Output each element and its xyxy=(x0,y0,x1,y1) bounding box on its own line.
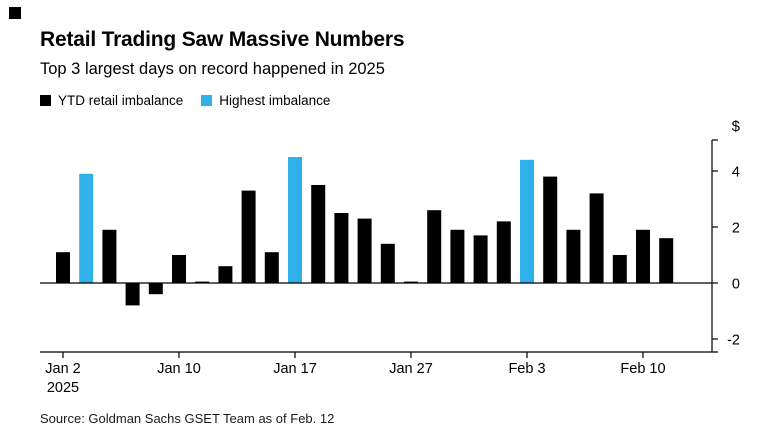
legend-label-highest: Highest imbalance xyxy=(219,93,331,108)
bar xyxy=(264,252,279,283)
legend-item-highest: Highest imbalance xyxy=(201,93,330,108)
chart-title: Retail Trading Saw Massive Numbers xyxy=(40,28,405,51)
y-tick-label: -2 xyxy=(727,333,740,349)
x-tick-label: Jan 17 xyxy=(273,361,317,377)
chart-subtitle: Top 3 largest days on record happened in… xyxy=(40,60,385,78)
bar xyxy=(311,185,326,283)
highlight-bar xyxy=(288,157,302,283)
legend: YTD retail imbalance Highest imbalance xyxy=(40,93,330,108)
y-tick-label: 4 xyxy=(732,165,740,181)
x-tick-label: Feb 3 xyxy=(508,361,545,377)
source-note: Source: Goldman Sachs GSET Team as of Fe… xyxy=(40,411,335,426)
bar xyxy=(589,193,604,283)
bar xyxy=(357,218,372,283)
x-tick-label: Jan 27 xyxy=(389,361,433,377)
legend-item-ytd: YTD retail imbalance xyxy=(40,93,183,108)
bar xyxy=(612,255,627,283)
bar xyxy=(659,238,674,283)
bar xyxy=(543,176,558,283)
highlight-bar xyxy=(79,173,94,283)
y-tick-label: 2 xyxy=(732,221,740,237)
bar xyxy=(496,221,511,283)
bar xyxy=(218,266,233,283)
bar xyxy=(427,210,442,283)
legend-swatch-black xyxy=(40,95,51,106)
bar xyxy=(125,283,140,306)
x-tick-label-year: 2025 xyxy=(47,380,79,396)
legend-label-ytd: YTD retail imbalance xyxy=(58,93,184,108)
brand-mark xyxy=(9,7,21,19)
bar xyxy=(148,283,163,295)
bar xyxy=(102,229,117,283)
x-tick-label: Feb 10 xyxy=(620,361,665,377)
bar xyxy=(380,243,395,283)
bar xyxy=(172,255,186,283)
bar xyxy=(56,252,70,283)
bar xyxy=(473,235,488,283)
x-tick-label: Jan 2 xyxy=(45,361,80,377)
bar xyxy=(241,190,256,283)
bar xyxy=(636,229,650,283)
bar xyxy=(334,213,349,283)
y-axis-unit-label: $ xyxy=(732,118,741,135)
highlight-bar xyxy=(520,159,534,283)
legend-swatch-blue xyxy=(201,95,213,106)
bar xyxy=(404,281,418,283)
bar xyxy=(566,229,581,283)
y-tick-label: 0 xyxy=(732,277,740,293)
bar xyxy=(450,229,465,283)
x-tick-label: Jan 10 xyxy=(157,361,201,377)
bar xyxy=(195,281,210,283)
